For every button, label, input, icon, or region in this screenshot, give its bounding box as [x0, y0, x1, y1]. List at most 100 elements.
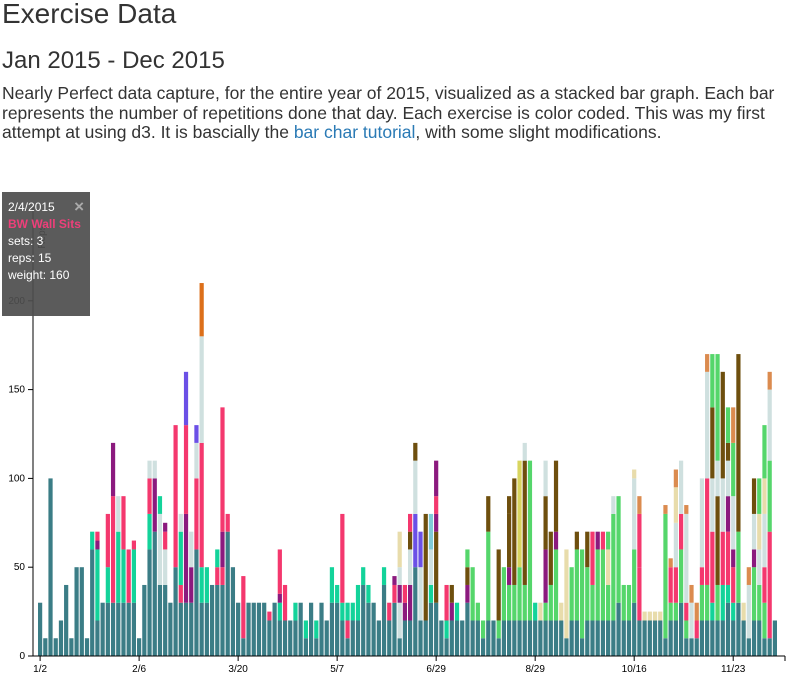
bar-103-segment-1[interactable] — [574, 549, 579, 621]
bar-29-segment-2[interactable] — [189, 531, 194, 568]
bar-110-segment-1[interactable] — [611, 513, 616, 621]
bar-124-segment-1[interactable] — [684, 620, 689, 639]
bar-36-segment-0[interactable] — [225, 531, 230, 656]
bar-114-segment-2[interactable] — [632, 478, 637, 550]
bar-123-segment-0[interactable] — [678, 602, 684, 656]
bar-117-segment-1[interactable] — [647, 611, 652, 621]
bar-90-segment-2[interactable] — [507, 567, 512, 585]
bar-43-segment-0[interactable] — [262, 602, 267, 656]
bar-26-segment-0[interactable] — [173, 567, 178, 656]
bar-29-segment-1[interactable] — [189, 567, 194, 603]
bar-97-segment-0[interactable] — [543, 620, 548, 656]
bar-129-segment-1[interactable] — [710, 602, 715, 621]
bar-112-segment-0[interactable] — [621, 620, 626, 656]
bar-12-segment-0[interactable] — [100, 602, 105, 656]
bar-79-segment-1[interactable] — [449, 602, 454, 621]
bar-139-segment-2[interactable] — [762, 567, 767, 603]
bar-31-segment-1[interactable] — [199, 567, 204, 603]
bar-139-segment-5[interactable] — [762, 425, 767, 479]
bar-31-segment-4[interactable] — [199, 283, 204, 337]
bar-18-segment-0[interactable] — [131, 602, 137, 656]
bar-104-segment-0[interactable] — [579, 638, 585, 656]
bar-108-segment-1[interactable] — [600, 549, 606, 621]
bar-75-segment-1[interactable] — [428, 584, 434, 603]
bar-133-segment-4[interactable] — [731, 496, 736, 550]
bar-53-segment-0[interactable] — [314, 638, 319, 656]
bar-59-segment-1[interactable] — [345, 620, 350, 639]
bar-33-segment-0[interactable] — [209, 584, 215, 656]
bar-126-segment-1[interactable] — [694, 620, 699, 639]
bar-72-segment-1[interactable] — [413, 513, 418, 568]
bar-141-segment-0[interactable] — [772, 620, 777, 656]
bar-85-segment-0[interactable] — [480, 638, 486, 656]
bar-107-segment-0[interactable] — [595, 620, 600, 656]
bar-35-segment-3[interactable] — [220, 407, 225, 532]
bar-34-segment-2[interactable] — [215, 549, 220, 568]
bar-97-segment-4[interactable] — [543, 460, 548, 497]
bar-78-segment-2[interactable] — [444, 584, 449, 621]
bar-28-segment-2[interactable] — [183, 425, 189, 514]
bar-90-segment-4[interactable] — [507, 496, 512, 514]
bar-118-segment-1[interactable] — [652, 611, 658, 621]
bar-15-segment-0[interactable] — [116, 602, 121, 656]
bar-40-segment-0[interactable] — [246, 602, 251, 656]
bar-128-segment-3[interactable] — [705, 371, 710, 479]
bar-80-segment-1[interactable] — [454, 602, 460, 621]
bar-91-segment-2[interactable] — [512, 478, 517, 585]
bar-90-segment-3[interactable] — [507, 513, 512, 568]
bar-16-segment-1[interactable] — [121, 549, 126, 603]
bar-17-segment-0[interactable] — [126, 602, 131, 656]
bar-6-segment-0[interactable] — [69, 638, 74, 656]
bar-60-segment-0[interactable] — [350, 620, 355, 656]
bar-115-segment-0[interactable] — [637, 620, 642, 656]
bar-90-segment-0[interactable] — [507, 620, 512, 656]
bar-115-segment-1[interactable] — [637, 567, 642, 621]
bar-14-segment-2[interactable] — [110, 442, 116, 497]
bar-131-segment-4[interactable] — [720, 371, 725, 479]
bar-87-segment-0[interactable] — [491, 620, 496, 656]
bar-32-segment-1[interactable] — [204, 567, 209, 603]
bar-91-segment-0[interactable] — [512, 620, 517, 656]
bar-101-segment-1[interactable] — [564, 549, 569, 639]
bar-86-segment-0[interactable] — [486, 620, 491, 656]
bar-96-segment-1[interactable] — [538, 602, 543, 621]
bar-44-segment-0[interactable] — [267, 620, 272, 656]
bar-105-segment-2[interactable] — [585, 531, 590, 568]
bar-86-segment-1[interactable] — [486, 531, 491, 621]
bar-91-segment-1[interactable] — [512, 584, 517, 621]
bar-103-segment-0[interactable] — [574, 620, 579, 656]
bar-31-segment-2[interactable] — [199, 442, 204, 568]
bar-18-segment-1[interactable] — [131, 549, 137, 603]
bar-125-segment-1[interactable] — [689, 602, 694, 639]
bar-21-segment-2[interactable] — [147, 478, 152, 514]
bar-34-segment-1[interactable] — [215, 567, 220, 585]
bar-78-segment-0[interactable] — [444, 638, 449, 656]
bar-63-segment-1[interactable] — [366, 584, 371, 603]
bar-97-segment-2[interactable] — [543, 549, 548, 603]
bar-62-segment-1[interactable] — [361, 567, 366, 585]
bar-71-segment-3[interactable] — [408, 531, 413, 550]
bar-103-segment-2[interactable] — [574, 531, 579, 550]
bar-121-segment-1[interactable] — [668, 602, 673, 621]
bar-74-segment-1[interactable] — [423, 513, 428, 621]
bar-89-segment-0[interactable] — [501, 620, 507, 656]
bar-69-segment-0[interactable] — [397, 638, 402, 656]
bar-15-segment-1[interactable] — [116, 531, 121, 603]
bar-13-segment-0[interactable] — [105, 602, 110, 656]
bar-125-segment-0[interactable] — [689, 638, 694, 656]
bar-13-segment-2[interactable] — [105, 513, 110, 568]
bar-24-segment-2[interactable] — [163, 531, 168, 550]
bar-126-segment-0[interactable] — [694, 638, 699, 656]
bar-82-segment-0[interactable] — [465, 602, 470, 656]
bar-13-segment-1[interactable] — [105, 567, 110, 603]
bar-118-segment-0[interactable] — [652, 620, 658, 656]
bar-66-segment-0[interactable] — [381, 584, 387, 656]
bar-22-segment-2[interactable] — [152, 460, 157, 479]
bar-57-segment-1[interactable] — [335, 584, 340, 603]
bar-10-segment-0[interactable] — [90, 549, 95, 656]
bar-69-segment-2[interactable] — [397, 584, 402, 603]
bar-129-segment-3[interactable] — [710, 478, 715, 532]
bar-chart-tutorial-link[interactable]: bar char tutorial — [293, 122, 416, 142]
bar-122-segment-4[interactable] — [673, 487, 678, 523]
bar-34-segment-0[interactable] — [215, 584, 220, 656]
